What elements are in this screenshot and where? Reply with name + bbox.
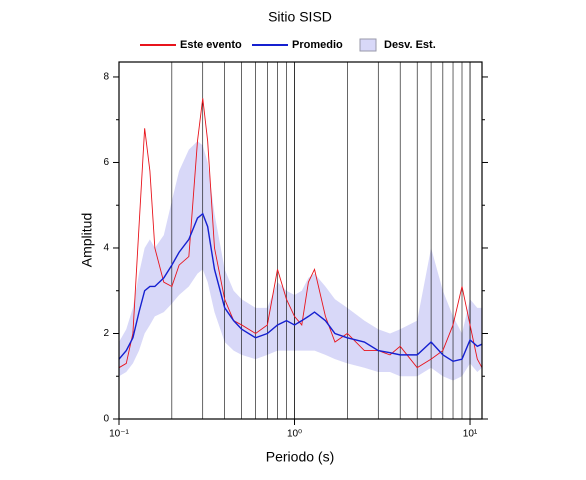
- chart-title: Sitio SISD: [268, 9, 332, 25]
- y-tick-label: 8: [103, 72, 109, 83]
- x-tick-label: 10⁻¹: [109, 429, 129, 440]
- x-axis-label: Periodo (s): [266, 449, 334, 465]
- legend-label: Promedio: [292, 39, 343, 51]
- y-axis-label: Amplitud: [79, 213, 95, 267]
- legend-label: Este evento: [180, 39, 242, 51]
- y-tick-label: 6: [103, 157, 109, 168]
- series-line: [118, 212, 483, 363]
- y-tick-label: 4: [103, 243, 109, 254]
- y-tick-label: 2: [103, 328, 109, 339]
- legend-label: Desv. Est.: [384, 39, 436, 51]
- series-line: [118, 98, 483, 369]
- legend-swatch: [359, 38, 377, 52]
- y-tick-label: 0: [103, 414, 109, 425]
- plot-frame: [118, 61, 483, 420]
- x-tick-label: 10¹: [463, 429, 478, 440]
- std-band: [119, 141, 482, 381]
- x-tick-label: 10⁰: [287, 429, 302, 440]
